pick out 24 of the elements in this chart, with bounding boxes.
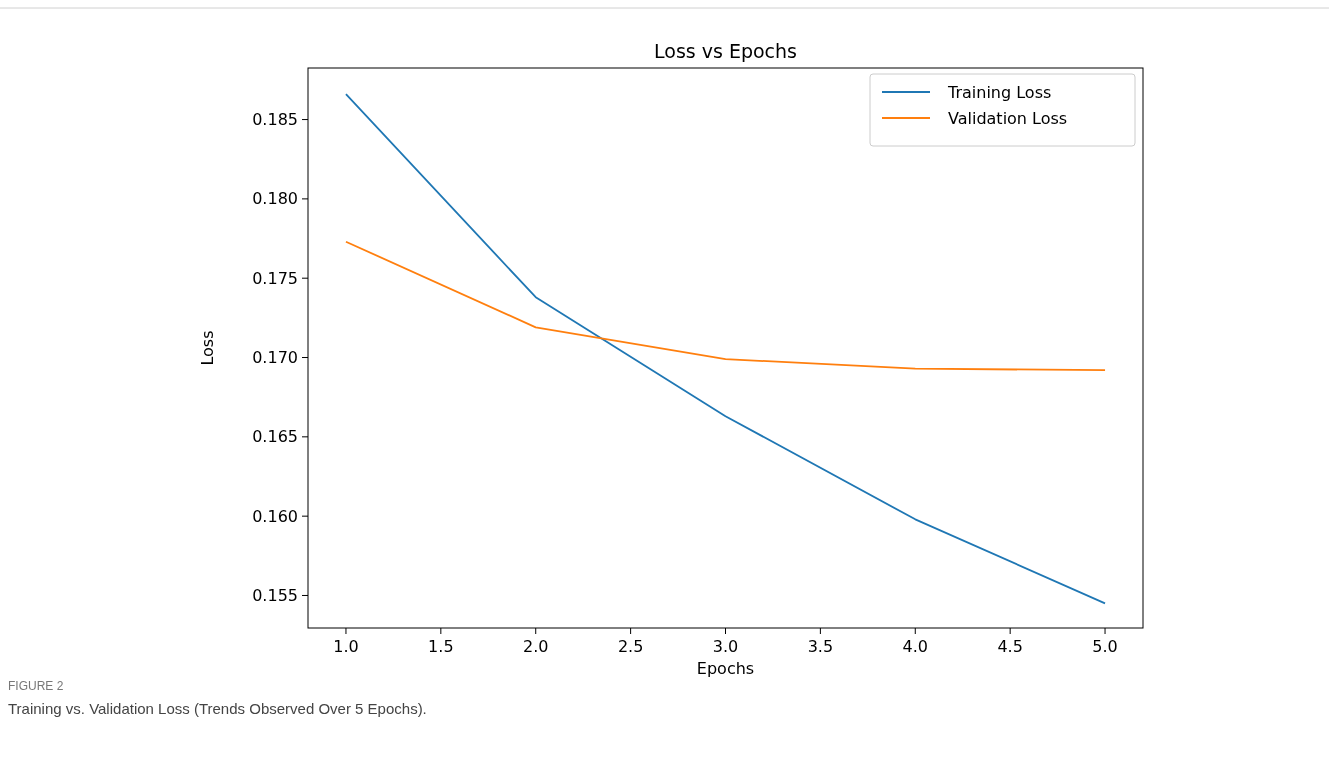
text: Training vs. Validation Loss (Trends Observed Over 5 Epochs). xyxy=(8,700,427,717)
y-tick-label: 0.165 xyxy=(252,427,298,447)
x-tick-label: 1.0 xyxy=(333,637,359,656)
y-tick-label: 0.180 xyxy=(252,189,298,209)
x-tick-label: 3.0 xyxy=(712,637,739,656)
x-tick-label: 2.5 xyxy=(617,637,644,656)
y-axis-title: Loss xyxy=(198,330,217,366)
y-tick-label: 0.175 xyxy=(252,268,298,288)
x-tick-label: 5.0 xyxy=(1092,637,1118,656)
y-tick-label: 0.170 xyxy=(252,348,298,368)
x-axis-title: Epochs xyxy=(696,659,755,678)
x-tick-label: 4.5 xyxy=(997,637,1023,656)
legend-label: Training Loss xyxy=(947,82,1052,102)
x-tick-label: 2.0 xyxy=(523,637,549,656)
chart-title: Loss vs Epochs xyxy=(654,40,797,62)
legend-label: Validation Loss xyxy=(948,108,1068,128)
caption: FIGURE 2 xyxy=(8,679,64,693)
x-tick-label: 3.5 xyxy=(807,637,834,656)
x-tick-label: 4.0 xyxy=(902,637,928,656)
y-tick-label: 0.185 xyxy=(252,110,298,130)
line-series xyxy=(345,240,1106,372)
y-tick-label: 0.160 xyxy=(252,506,298,526)
x-tick-label: 1.5 xyxy=(428,637,454,656)
y-tick-label: 0.155 xyxy=(252,586,298,606)
